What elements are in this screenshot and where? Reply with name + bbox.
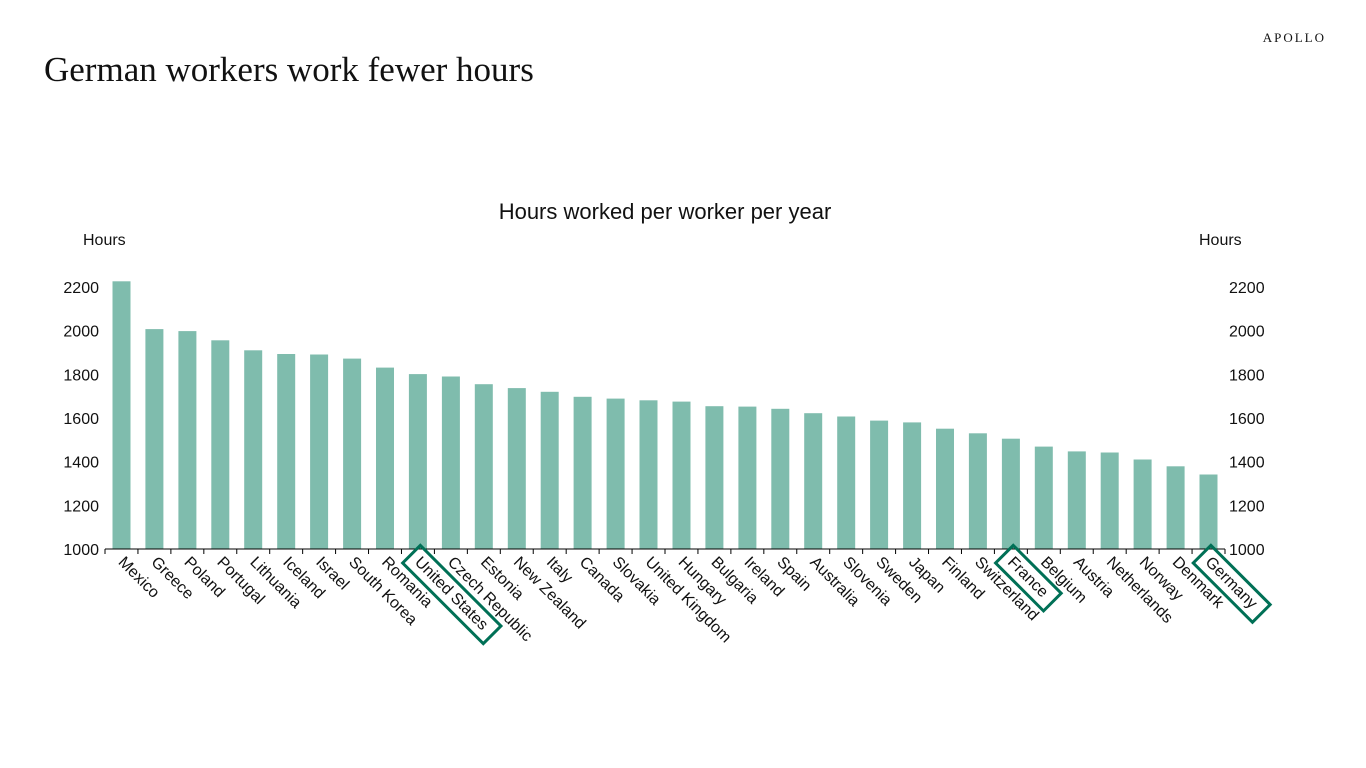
bar-greece [145, 329, 164, 549]
bar-south-korea [343, 358, 362, 549]
bar-israel [310, 354, 329, 549]
y-tick-label-left: 1000 [63, 542, 99, 559]
bar-finland [936, 428, 954, 549]
bar-slovakia [606, 398, 625, 549]
bar-united-states [408, 374, 427, 549]
y-tick-label-right: 2000 [1229, 324, 1265, 341]
bar-australia [804, 413, 823, 549]
y-tick-label-left: 1800 [63, 367, 99, 384]
bar-new-zealand [507, 388, 526, 549]
y-tick-label-right: 1000 [1229, 542, 1265, 559]
bar-italy [540, 391, 559, 549]
bar-estonia [474, 384, 493, 549]
bar-hungary [672, 401, 691, 549]
bar-united-kingdom [639, 400, 658, 549]
bar-sweden [870, 420, 889, 549]
chart-title: Hours worked per worker per year [499, 199, 832, 224]
highlight-box-germany [1191, 543, 1273, 625]
bar-portugal [211, 340, 230, 549]
y-tick-label-left: 2000 [63, 324, 99, 341]
y-tick-label-right: 1400 [1229, 455, 1265, 472]
bar-switzerland [968, 433, 987, 549]
y-tick-label-right: 1200 [1229, 498, 1265, 515]
y-axis-label-right: Hours [1199, 232, 1242, 249]
y-tick-label-right: 1800 [1229, 367, 1265, 384]
page-title: German workers work fewer hours [44, 50, 534, 89]
bar-germany [1199, 474, 1218, 549]
highlight-box-france [993, 543, 1064, 614]
y-tick-label-right: 1600 [1229, 411, 1265, 428]
bar-netherlands [1100, 452, 1119, 549]
y-tick-label-left: 1400 [63, 455, 99, 472]
brand-logo: APOLLO [1262, 30, 1326, 45]
y-tick-label-left: 1600 [63, 411, 99, 428]
y-tick-label-left: 1200 [63, 498, 99, 515]
bar-bulgaria [705, 406, 724, 549]
bar-canada [573, 396, 592, 549]
bars-group [112, 281, 1218, 549]
y-axis-label-left: Hours [83, 232, 126, 249]
bar-austria [1067, 451, 1086, 549]
bar-iceland [277, 354, 296, 549]
bar-denmark [1166, 466, 1185, 549]
bar-japan [903, 422, 922, 549]
y-tick-label-right: 2200 [1229, 280, 1265, 297]
bar-romania [376, 367, 394, 549]
bar-mexico [112, 281, 131, 549]
axes-group: 1000 1000 1200 1200 1400 1400 1600 1600 1800 1800… [63, 280, 1264, 559]
category-labels-group: MexicoGreecePolandPortugalLithuaniaIcela… [115, 554, 1261, 647]
bar-czech-republic [441, 376, 460, 549]
bar-france [1001, 438, 1020, 549]
y-tick-label-left: 2200 [63, 280, 99, 297]
highlight-box-united-states [400, 543, 504, 646]
bar-belgium [1034, 446, 1053, 549]
bar-slovenia [837, 416, 856, 549]
bar-lithuania [244, 350, 263, 549]
bar-spain [771, 408, 790, 549]
highlight-boxes-group [400, 543, 1273, 646]
bar-ireland [738, 406, 757, 549]
bar-norway [1133, 459, 1152, 549]
bar-poland [178, 331, 197, 549]
